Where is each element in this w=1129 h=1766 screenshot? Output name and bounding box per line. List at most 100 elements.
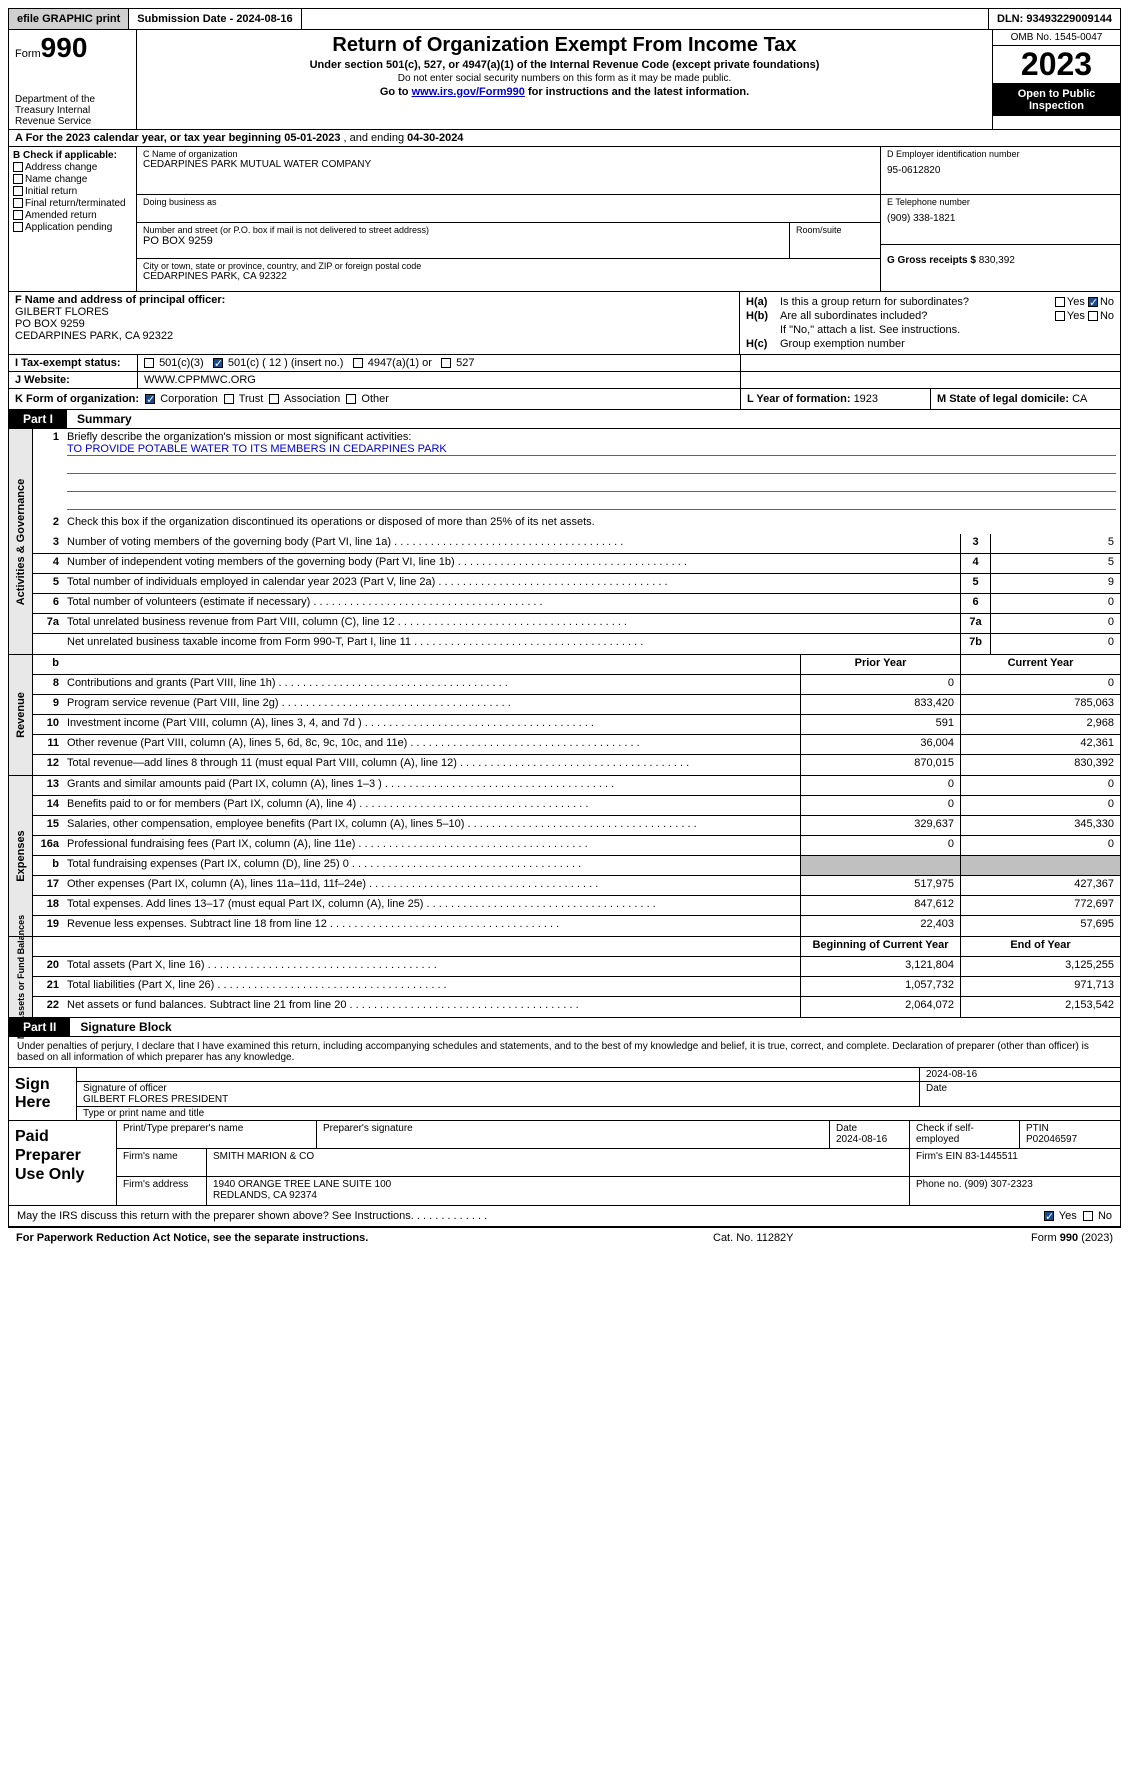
chk-501c[interactable]: [213, 358, 223, 368]
checkbox-amended[interactable]: [13, 210, 23, 220]
city: CEDARPINES PARK, CA 92322: [143, 271, 874, 282]
header-end-year: End of Year: [960, 937, 1120, 956]
summary-line: 15Salaries, other compensation, employee…: [33, 816, 1120, 836]
header-prior-year: Prior Year: [800, 655, 960, 674]
section-b-to-g: B Check if applicable: Address change Na…: [8, 147, 1121, 292]
chk-trust[interactable]: [224, 394, 234, 404]
topbar-spacer: [302, 9, 989, 29]
chk-527[interactable]: [441, 358, 451, 368]
col-d-e-g: D Employer identification number 95-0612…: [880, 147, 1120, 291]
summary-line: 17Other expenses (Part IX, column (A), l…: [33, 876, 1120, 896]
gross-label: G Gross receipts $: [887, 255, 979, 266]
governance-line: 3Number of voting members of the governi…: [33, 534, 1120, 554]
chk-4947[interactable]: [353, 358, 363, 368]
checkbox-app-pending[interactable]: [13, 222, 23, 232]
ein-label: D Employer identification number: [887, 149, 1114, 159]
may-irs-yes[interactable]: [1044, 1211, 1054, 1221]
tax-year: 2023: [993, 46, 1120, 84]
paid-preparer-block: Paid Preparer Use Only Print/Type prepar…: [8, 1121, 1121, 1206]
type-print-label: Type or print name and title: [77, 1107, 1120, 1120]
row-j-website: J Website: WWW.CPPMWC.ORG: [8, 372, 1121, 389]
sidebar-expenses: Expenses: [15, 830, 27, 881]
dba-label: Doing business as: [143, 197, 874, 207]
row-a-tax-year: A For the 2023 calendar year, or tax yea…: [8, 130, 1121, 147]
sidebar-governance: Activities & Governance: [15, 478, 27, 605]
part1-title: Summary: [67, 410, 142, 428]
section-expenses: Expenses 13Grants and similar amounts pa…: [8, 776, 1121, 937]
summary-line: 10Investment income (Part VIII, column (…: [33, 715, 1120, 735]
form-label: Form: [15, 48, 41, 60]
sig-date-label: Date: [920, 1082, 1120, 1106]
ein: 95-0612820: [887, 165, 1114, 176]
form-subtitle-2: Do not enter social security numbers on …: [147, 73, 982, 84]
summary-line: 19Revenue less expenses. Subtract line 1…: [33, 916, 1120, 936]
org-name-label: C Name of organization: [143, 149, 874, 159]
row-k-l-m: K Form of organization: Corporation Trus…: [8, 389, 1121, 410]
summary-line: 11Other revenue (Part VIII, column (A), …: [33, 735, 1120, 755]
part1-header: Part I Summary: [8, 410, 1121, 429]
summary-line: 16aProfessional fundraising fees (Part I…: [33, 836, 1120, 856]
phone-label: E Telephone number: [887, 197, 1114, 207]
mission-text: TO PROVIDE POTABLE WATER TO ITS MEMBERS …: [67, 443, 1116, 456]
row-i-tax-exempt: I Tax-exempt status: 501(c)(3) 501(c) ( …: [8, 355, 1121, 372]
phone: (909) 338-1821: [887, 213, 1114, 224]
chk-501c3[interactable]: [144, 358, 154, 368]
ha-yes[interactable]: [1055, 297, 1065, 307]
irs-link[interactable]: www.irs.gov/Form990: [412, 86, 525, 98]
header-right: OMB No. 1545-0047 2023 Open to Public In…: [992, 30, 1120, 129]
checkbox-initial-return[interactable]: [13, 186, 23, 196]
header-mid: Return of Organization Exempt From Incom…: [137, 30, 992, 129]
street: PO BOX 9259: [143, 235, 783, 247]
summary-line: 8Contributions and grants (Part VIII, li…: [33, 675, 1120, 695]
may-irs-no[interactable]: [1083, 1211, 1093, 1221]
summary-line: bTotal fundraising expenses (Part IX, co…: [33, 856, 1120, 876]
may-irs-discuss: May the IRS discuss this return with the…: [8, 1206, 1121, 1227]
checkbox-address-change[interactable]: [13, 162, 23, 172]
sign-here-label: Sign Here: [9, 1068, 77, 1120]
row-f-h: F Name and address of principal officer:…: [8, 292, 1121, 355]
form-number: 990: [41, 32, 88, 63]
chk-corp[interactable]: [145, 394, 155, 404]
page-footer: For Paperwork Reduction Act Notice, see …: [8, 1227, 1121, 1248]
street-label: Number and street (or P.O. box if mail i…: [143, 225, 783, 235]
sign-here-block: Sign Here 2024-08-16 Signature of office…: [8, 1068, 1121, 1121]
summary-line: 13Grants and similar amounts paid (Part …: [33, 776, 1120, 796]
col-b-checkboxes: B Check if applicable: Address change Na…: [9, 147, 137, 291]
open-to-public: Open to Public Inspection: [993, 84, 1120, 116]
chk-other[interactable]: [346, 394, 356, 404]
part2-header: Part II Signature Block: [8, 1018, 1121, 1037]
section-revenue: Revenue b Prior Year Current Year 8Contr…: [8, 655, 1121, 776]
sig-officer-label: Signature of officer: [83, 1083, 913, 1094]
sidebar-revenue: Revenue: [15, 692, 27, 738]
gross-receipts: 830,392: [979, 255, 1015, 266]
governance-line: Net unrelated business taxable income fr…: [33, 634, 1120, 654]
hb-yes[interactable]: [1055, 311, 1065, 321]
summary-line: 20Total assets (Part X, line 16)3,121,80…: [33, 957, 1120, 977]
summary-line: 12Total revenue—add lines 8 through 11 (…: [33, 755, 1120, 775]
header-left: Form990 Department of the Treasury Inter…: [9, 30, 137, 129]
header-current-year: Current Year: [960, 655, 1120, 674]
sidebar-net-assets: Net Assets or Fund Balances: [16, 915, 26, 1039]
checkbox-final-return[interactable]: [13, 198, 23, 208]
hb-no[interactable]: [1088, 311, 1098, 321]
checkbox-name-change[interactable]: [13, 174, 23, 184]
website-value: WWW.CPPMWC.ORG: [137, 372, 740, 388]
omb-number: OMB No. 1545-0047: [993, 30, 1120, 46]
governance-line: 4Number of independent voting members of…: [33, 554, 1120, 574]
col-h-group: H(a) Is this a group return for subordin…: [740, 292, 1120, 354]
sig-officer-name: GILBERT FLORES PRESIDENT: [83, 1094, 913, 1105]
form-header: Form990 Department of the Treasury Inter…: [8, 30, 1121, 130]
governance-line: 5Total number of individuals employed in…: [33, 574, 1120, 594]
cat-no: Cat. No. 11282Y: [713, 1232, 913, 1244]
submission-date: Submission Date - 2024-08-16: [129, 9, 301, 29]
chk-assoc[interactable]: [269, 394, 279, 404]
part1-tab: Part I: [9, 410, 67, 428]
dln: DLN: 93493229009144: [989, 11, 1120, 27]
section-governance: Activities & Governance 1 Briefly descri…: [8, 429, 1121, 655]
efile-print-button[interactable]: efile GRAPHIC print: [9, 9, 129, 29]
paperwork-notice: For Paperwork Reduction Act Notice, see …: [16, 1232, 713, 1244]
org-name: CEDARPINES PARK MUTUAL WATER COMPANY: [143, 159, 874, 170]
signature-intro: Under penalties of perjury, I declare th…: [8, 1037, 1121, 1068]
col-c-org-info: C Name of organization CEDARPINES PARK M…: [137, 147, 880, 291]
ha-no[interactable]: [1088, 297, 1098, 307]
